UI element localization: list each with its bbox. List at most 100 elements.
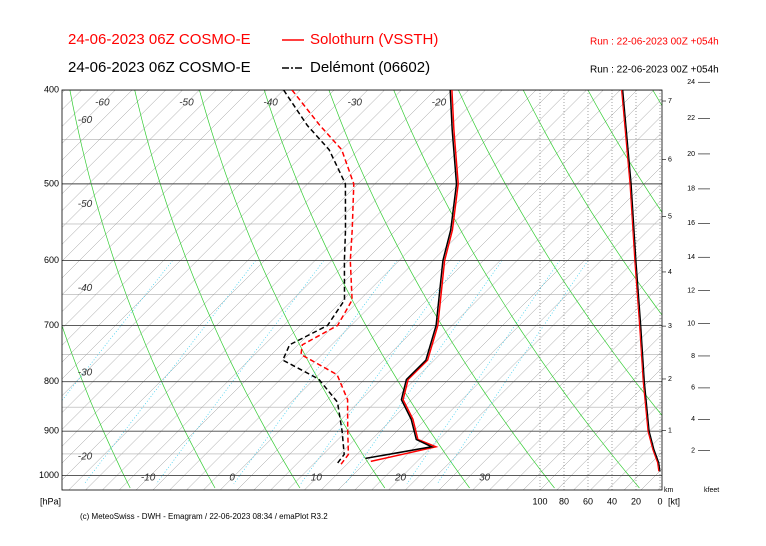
km-tick-label: 7 — [668, 98, 672, 105]
km-tick-label: 6 — [668, 156, 672, 163]
km-tick-label: 3 — [668, 323, 672, 330]
x-tick-label: 20 — [394, 473, 407, 484]
isotherm — [472, 300, 662, 490]
isotherm — [590, 418, 662, 490]
plot-frame — [61, 89, 663, 491]
kfeet-tick-label: 14 — [687, 254, 695, 261]
isotherm — [657, 485, 662, 490]
isotherm — [62, 90, 436, 464]
header-run: Run : 22-06-2023 00Z +054h — [590, 37, 719, 48]
isotherm — [62, 90, 133, 161]
isotherm — [169, 90, 570, 490]
wind-tick-label: 60 — [583, 496, 593, 506]
isotherm — [62, 90, 251, 279]
kfeet-tick-label: 22 — [687, 115, 695, 122]
isotherm — [0, 90, 48, 490]
kfeet-tick-label: 12 — [687, 287, 695, 294]
kfeet-tick-label: 18 — [687, 186, 695, 193]
isotherm — [522, 350, 662, 490]
mixing-ratio-line — [233, 260, 398, 485]
isotherm — [253, 90, 655, 490]
kfeet-tick-label: 8 — [691, 353, 695, 360]
isotherm — [556, 384, 662, 490]
kfeet-label: kfeet — [704, 487, 719, 494]
isotherm — [321, 148, 662, 490]
isotherm — [539, 367, 662, 490]
x-tick-label: 0 — [229, 473, 235, 484]
isotherm — [135, 90, 537, 490]
isotherm — [388, 216, 662, 490]
isotherm — [506, 333, 662, 490]
isotherm — [62, 90, 318, 346]
isotherm — [62, 90, 402, 430]
x-tick-label: 10 — [311, 473, 323, 484]
dry-adiabat — [199, 90, 386, 489]
isotherm — [304, 132, 662, 490]
isotherm — [623, 451, 662, 490]
y-tick-label: 900 — [44, 426, 59, 436]
kfeet-tick-label: 4 — [691, 416, 695, 423]
dry-adiabat — [393, 90, 640, 489]
profile-line — [291, 90, 355, 465]
km-tick-label: 5 — [668, 213, 672, 220]
isotherm — [62, 90, 335, 363]
kfeet-tick-label: 20 — [687, 151, 695, 158]
isotherm-label: -40 — [78, 283, 93, 294]
isotherm-label: -20 — [78, 452, 93, 463]
x-tick-label: -10 — [141, 473, 156, 484]
isotherm — [62, 90, 82, 110]
dry-adiabat — [134, 90, 301, 489]
isotherm-label: -60 — [78, 115, 93, 126]
km-tick-label: 4 — [668, 269, 672, 276]
isotherm — [62, 90, 368, 397]
isotherm — [62, 90, 385, 413]
dry-adiabat — [458, 90, 662, 416]
dry-adiabat — [263, 90, 470, 489]
isotherm — [85, 90, 486, 490]
isotherm — [62, 90, 301, 329]
dry-adiabat — [328, 90, 555, 489]
profile-line — [365, 90, 458, 460]
wind-tick-label: 80 — [559, 496, 569, 506]
isotherm — [119, 90, 520, 490]
dry-adiabat — [62, 324, 131, 489]
kfeet-tick-label: 6 — [691, 385, 695, 392]
isotherm — [203, 90, 604, 490]
dry-adiabat — [522, 90, 662, 316]
isotherm — [102, 90, 503, 490]
header-run: Run : 22-06-2023 00Z +054h — [590, 65, 719, 76]
isotherm — [62, 90, 234, 262]
isotherm — [287, 115, 662, 490]
isotherm — [68, 90, 469, 490]
y-tick-label: 1000 — [39, 470, 59, 480]
y-tick-label: 600 — [44, 255, 59, 265]
wind-axis-label: [kt] — [668, 496, 680, 506]
isotherm — [405, 232, 662, 490]
isotherm-label: -20 — [432, 98, 447, 109]
header-station: Solothurn (VSSTH) — [310, 31, 438, 48]
footer: (c) MeteoSwiss - DWH - Emagram / 22-06-2… — [80, 512, 328, 521]
x-tick-label: 30 — [479, 473, 491, 484]
isotherm — [371, 199, 662, 490]
isotherm — [62, 90, 217, 245]
isotherm-label: -50 — [179, 98, 194, 109]
y-tick-label: 500 — [44, 178, 59, 188]
dry-adiabat — [0, 90, 45, 488]
isotherm — [62, 90, 419, 447]
km-tick-label: 1 — [668, 427, 672, 434]
isotherm — [573, 401, 662, 490]
isotherm — [455, 283, 662, 490]
isotherm — [186, 90, 587, 490]
isotherm — [438, 266, 662, 490]
wind-speed-line — [622, 89, 661, 472]
wind-speed-line — [621, 89, 660, 472]
isotherm — [421, 249, 662, 490]
isotherm — [236, 90, 638, 490]
isotherm-label: -40 — [263, 98, 278, 109]
header-model: 24-06-2023 06Z COSMO-E — [68, 59, 251, 76]
y-tick-label: 400 — [44, 84, 59, 94]
kfeet-tick-label: 24 — [687, 79, 695, 86]
kfeet-tick-label: 10 — [687, 320, 695, 327]
isotherm — [62, 90, 284, 312]
